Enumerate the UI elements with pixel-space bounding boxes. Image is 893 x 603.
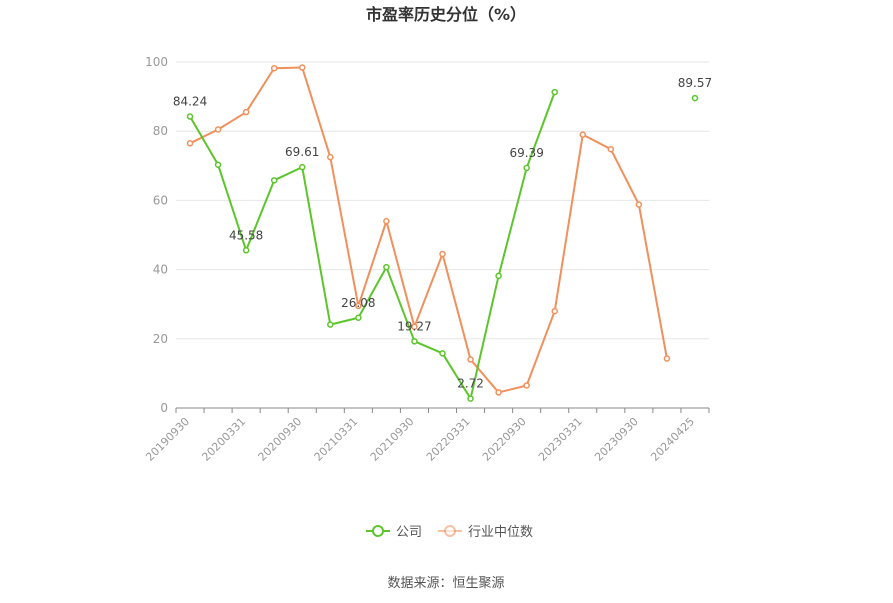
x-tick-label: 20200331: [199, 415, 248, 464]
x-tick-label: 20230331: [536, 415, 585, 464]
x-tick-label: 20240425: [648, 415, 697, 464]
data-label: 84.24: [173, 95, 207, 109]
legend-item-1[interactable]: 行业中位数: [438, 525, 533, 540]
legend-label: 公司: [396, 525, 422, 540]
data-point[interactable]: [242, 108, 250, 116]
series-0: [186, 88, 699, 402]
data-label: 45.58: [229, 228, 263, 242]
data-point[interactable]: [186, 140, 194, 147]
data-label: 26.08: [341, 296, 375, 310]
data-point[interactable]: [383, 263, 390, 271]
data-point[interactable]: [214, 161, 222, 169]
data-point[interactable]: [495, 272, 502, 280]
data-point[interactable]: [270, 64, 278, 72]
y-axis: 0 20 40 60 80 100: [145, 55, 168, 415]
data-label: 69.39: [509, 146, 543, 160]
y-tick-label: 80: [153, 124, 168, 138]
data-point[interactable]: [523, 164, 530, 172]
legend-marker-icon: [444, 525, 456, 537]
data-point[interactable]: [495, 389, 502, 396]
data-point[interactable]: [691, 94, 699, 102]
series-lines: [186, 64, 699, 402]
data-point[interactable]: [242, 247, 250, 254]
data-point[interactable]: [298, 163, 306, 171]
data-point[interactable]: [523, 382, 530, 389]
data-point[interactable]: [607, 145, 615, 153]
data-point[interactable]: [467, 395, 474, 402]
data-point[interactable]: [186, 113, 194, 120]
data-point[interactable]: [327, 321, 334, 328]
x-tick-label: 20220331: [424, 415, 473, 464]
legend-label: 行业中位数: [468, 525, 533, 540]
data-point[interactable]: [383, 217, 390, 225]
series-line: [189, 66, 668, 394]
y-tick-label: 100: [145, 55, 168, 69]
data-point[interactable]: [439, 350, 446, 357]
y-tick-label: 40: [153, 263, 168, 277]
data-label: 2.72: [457, 377, 484, 391]
y-tick-label: 60: [153, 193, 168, 207]
x-tick-label: 20220930: [480, 415, 529, 464]
data-point[interactable]: [411, 338, 418, 345]
series-line: [189, 91, 556, 400]
x-tick-label: 20210331: [312, 415, 361, 464]
data-point[interactable]: [663, 355, 671, 362]
data-point[interactable]: [214, 126, 222, 133]
data-point[interactable]: [327, 153, 334, 161]
data-point[interactable]: [551, 88, 558, 96]
chart-title: 市盈率历史分位（%）: [366, 5, 526, 24]
data-point[interactable]: [270, 177, 278, 184]
data-point[interactable]: [298, 64, 306, 71]
data-label: 19.27: [397, 319, 431, 333]
legend-marker-icon: [372, 525, 384, 537]
x-axis: 20190930 20200331 20200930 20210331 20210930…: [143, 407, 710, 464]
data-point[interactable]: [551, 307, 558, 315]
data-point[interactable]: [579, 131, 587, 138]
x-tick-label: 20200930: [256, 415, 305, 464]
data-point[interactable]: [355, 314, 362, 322]
x-tick-label: 20190930: [143, 415, 192, 464]
data-point[interactable]: [439, 250, 446, 258]
data-labels: 84.24 45.58 69.61 26.08 19.27 2.72 69.39 89.57: [173, 76, 712, 391]
data-point[interactable]: [635, 201, 643, 208]
y-tick-label: 20: [153, 332, 168, 346]
data-point[interactable]: [355, 302, 362, 310]
x-tick-label: 20230930: [592, 415, 641, 464]
grid-lines: [176, 61, 709, 340]
y-tick-label: 0: [160, 401, 168, 415]
series-1: [186, 64, 671, 396]
source-note: 数据来源：恒生聚源: [387, 576, 504, 591]
legend[interactable]: 公司 行业中位数: [366, 525, 533, 540]
data-label: 69.61: [285, 145, 319, 159]
data-label: 89.57: [678, 76, 712, 90]
data-point[interactable]: [467, 356, 474, 363]
x-tick-label: 20210930: [368, 415, 417, 464]
legend-item-0[interactable]: 公司: [366, 525, 422, 540]
data-point[interactable]: [411, 323, 418, 330]
